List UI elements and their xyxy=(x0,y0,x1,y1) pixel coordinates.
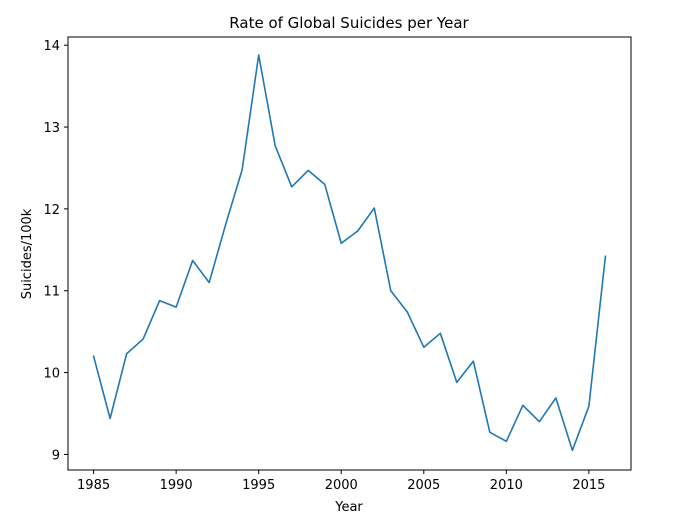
plot-area xyxy=(67,36,632,471)
y-axis-label: Suicides/100k xyxy=(20,208,35,299)
x-axis: 1985 1990 1995 2000 2005 2010 2015 xyxy=(77,470,605,493)
y-tick-label: 9 xyxy=(52,448,60,463)
series-line-0 xyxy=(92,54,607,452)
chart-title: Rate of Global Suicides per Year xyxy=(229,14,469,32)
y-tick-label: 10 xyxy=(43,367,60,382)
x-tick-label: 2000 xyxy=(325,478,358,493)
plot-frame xyxy=(67,36,632,471)
x-tick-label: 2005 xyxy=(407,478,440,493)
y-tick-label: 12 xyxy=(43,203,60,218)
y-tick-label: 14 xyxy=(43,39,60,54)
x-tick-label: 1995 xyxy=(242,478,275,493)
x-tick-label: 1985 xyxy=(77,478,110,493)
x-tick-label: 1990 xyxy=(160,478,193,493)
y-tick-label: 13 xyxy=(43,121,60,136)
y-axis: 9 10 11 12 13 14 xyxy=(43,39,68,463)
x-axis-label: Year xyxy=(334,500,363,515)
x-tick-label: 2010 xyxy=(490,478,523,493)
x-tick-label: 2015 xyxy=(572,478,605,493)
y-tick-label: 11 xyxy=(43,285,60,300)
